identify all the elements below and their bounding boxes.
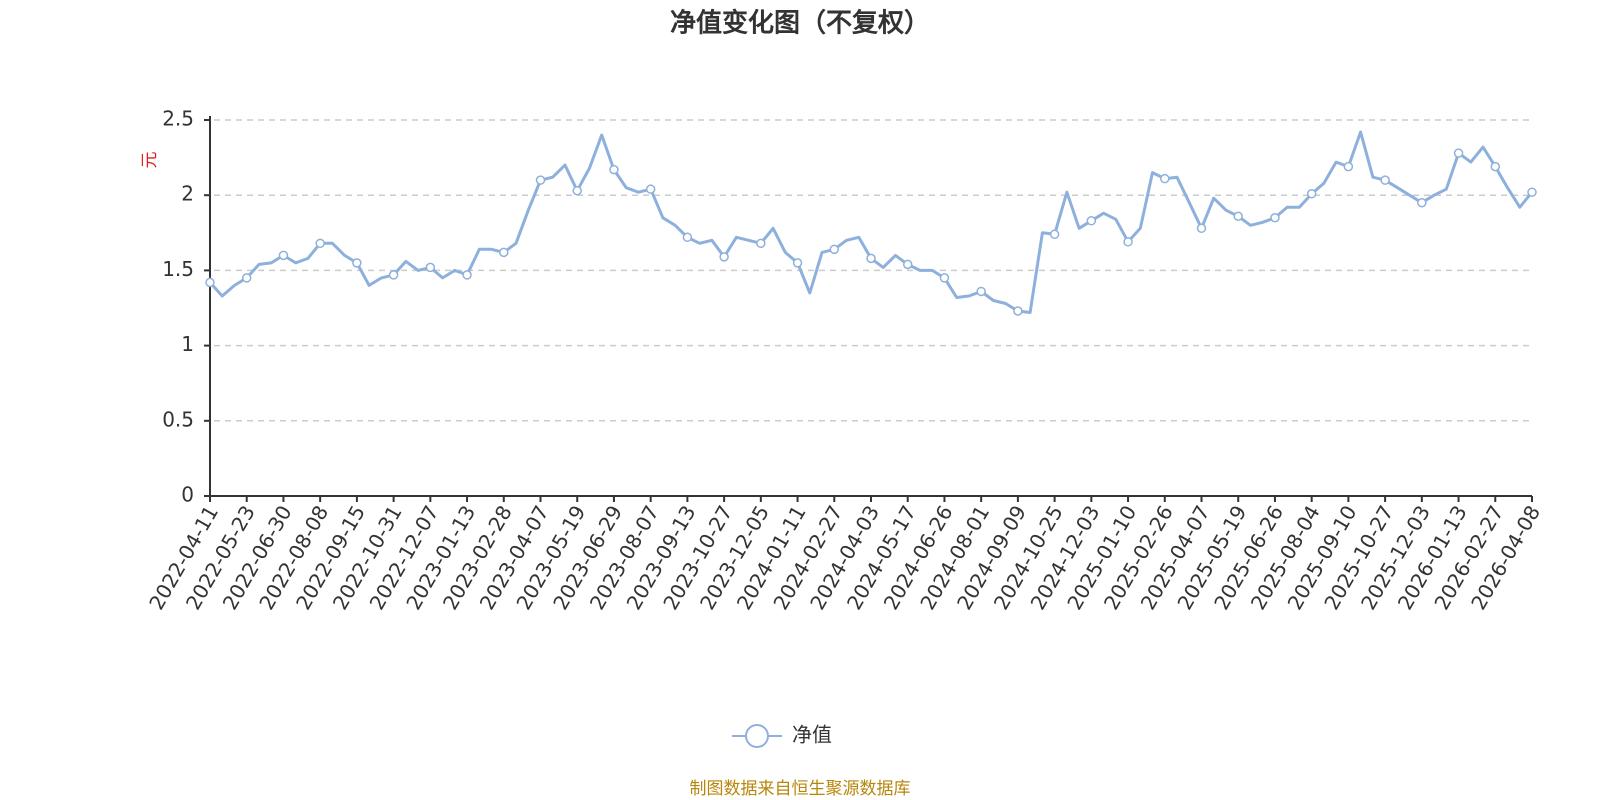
- point-marker: [1527, 187, 1537, 197]
- point-marker: [939, 273, 950, 283]
- point-marker: [499, 247, 509, 258]
- point-marker: [1380, 175, 1390, 185]
- legend-label: 净值: [792, 723, 832, 747]
- point-marker: [1417, 197, 1427, 208]
- point-marker: [352, 258, 362, 268]
- point-marker: [1490, 161, 1501, 172]
- point-marker: [205, 277, 215, 288]
- point-marker: [866, 253, 876, 264]
- point-marker: [1123, 237, 1133, 247]
- point-marker: [535, 175, 546, 185]
- point-marker: [388, 270, 399, 280]
- point-marker: [1233, 211, 1243, 222]
- point-marker: [1453, 148, 1464, 158]
- y-tick-label: 2.5: [162, 107, 194, 131]
- point-marker: [1196, 223, 1207, 234]
- y-axis-label: 元: [140, 152, 160, 169]
- point-marker: [278, 250, 289, 261]
- point-marker: [1160, 173, 1170, 184]
- point-marker: [829, 244, 840, 255]
- source-note: 制图数据来自恒生聚源数据库: [690, 779, 911, 799]
- y-tick-label: 1.5: [162, 257, 194, 281]
- legend-marker: [745, 724, 769, 748]
- point-marker: [572, 185, 582, 196]
- point-marker: [1270, 213, 1280, 223]
- point-marker: [682, 232, 693, 243]
- point-marker: [1013, 306, 1023, 316]
- point-marker: [756, 238, 766, 249]
- point-marker: [792, 258, 803, 268]
- point-marker: [1306, 188, 1317, 199]
- chart-title: 净值变化图（不复权）: [670, 8, 930, 39]
- point-marker: [315, 238, 325, 249]
- point-marker: [425, 262, 436, 273]
- point-marker: [719, 252, 729, 262]
- point-marker: [902, 259, 913, 270]
- point-marker: [976, 286, 986, 297]
- point-marker: [1049, 229, 1060, 240]
- y-tick-label: 0.5: [162, 407, 194, 431]
- point-marker: [1343, 161, 1354, 172]
- y-tick-label: 0: [181, 483, 194, 507]
- y-tick-label: 1: [181, 332, 194, 356]
- point-marker: [462, 270, 472, 280]
- y-tick-label: 2: [181, 182, 194, 206]
- point-marker: [645, 184, 656, 194]
- point-marker: [609, 164, 619, 175]
- point-marker: [241, 273, 252, 283]
- series-line: [208, 130, 1534, 314]
- point-marker: [1086, 216, 1097, 226]
